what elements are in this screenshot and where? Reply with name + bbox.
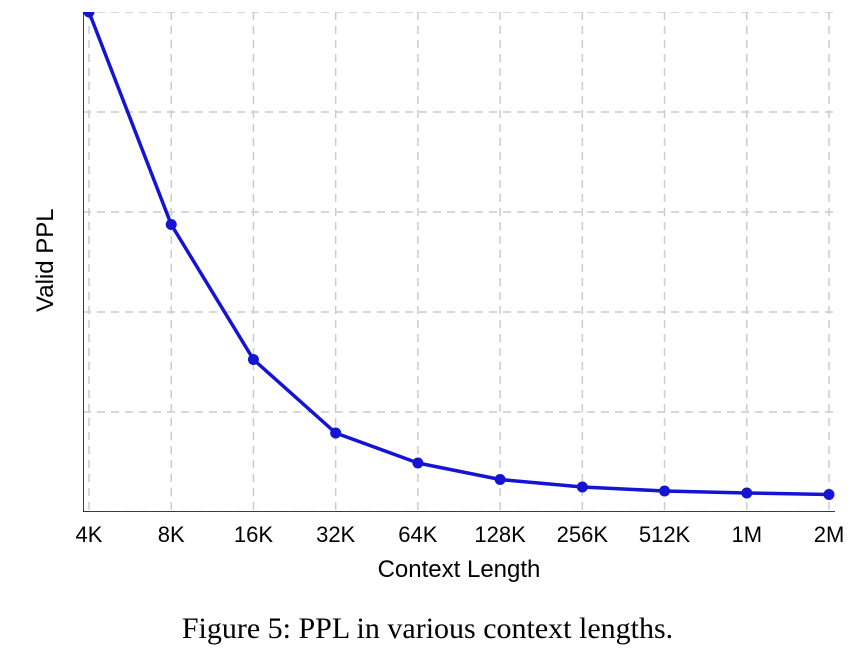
data-marker <box>330 428 341 439</box>
data-marker <box>412 458 423 469</box>
data-marker <box>166 219 177 230</box>
x-tick-label: 32K <box>316 522 355 548</box>
chart-svg <box>83 12 835 512</box>
y-axis-label: Valid PPL <box>32 208 60 312</box>
x-tick-label: 2M <box>814 522 845 548</box>
data-marker <box>495 474 506 485</box>
x-tick-label: 128K <box>474 522 525 548</box>
data-marker <box>741 488 752 499</box>
figure-container: Valid PPL Context Length Figure 5: PPL i… <box>0 0 855 661</box>
x-axis-label: Context Length <box>378 556 541 584</box>
data-marker <box>824 489 835 500</box>
x-tick-label: 256K <box>557 522 608 548</box>
plot-area <box>83 12 835 512</box>
x-tick-label: 64K <box>398 522 437 548</box>
x-tick-label: 1M <box>731 522 762 548</box>
x-tick-label: 8K <box>158 522 185 548</box>
x-tick-label: 512K <box>639 522 690 548</box>
figure-caption: Figure 5: PPL in various context lengths… <box>0 612 855 646</box>
data-marker <box>577 482 588 493</box>
x-tick-label: 16K <box>234 522 273 548</box>
data-marker <box>248 354 259 365</box>
x-tick-label: 4K <box>76 522 103 548</box>
data-marker <box>659 486 670 497</box>
